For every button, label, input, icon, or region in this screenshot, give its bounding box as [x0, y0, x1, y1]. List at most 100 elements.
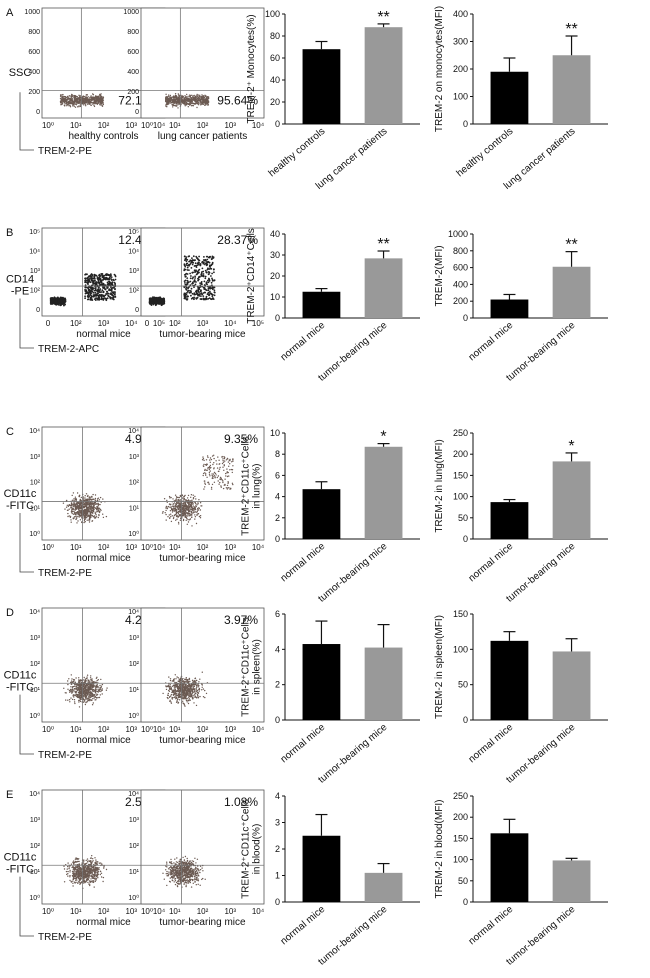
- flow-dot: [194, 262, 197, 265]
- flow-dot: [102, 513, 104, 515]
- flow-dot: [78, 502, 80, 505]
- flow-dot: [73, 101, 75, 103]
- flow-dot: [98, 507, 101, 509]
- flow-dot: [74, 505, 76, 508]
- flow-dot: [192, 509, 194, 512]
- flow-dot: [69, 97, 71, 100]
- flow-dot: [88, 519, 90, 521]
- flow-dot: [73, 511, 76, 513]
- flow-dot: [87, 100, 89, 102]
- flow-dot: [185, 519, 187, 521]
- flow-dot: [70, 100, 72, 102]
- flow-dot: [95, 287, 97, 289]
- flow-dot: [203, 463, 205, 466]
- flow-dot: [207, 96, 209, 98]
- flow-dot: [188, 255, 191, 258]
- flow-dot: [172, 517, 175, 520]
- flow-dot: [69, 106, 72, 108]
- flow-dot: [79, 511, 82, 514]
- flow-plot-label: healthy controls: [68, 131, 138, 142]
- flow-dot: [206, 283, 209, 286]
- flow-dot: [202, 274, 205, 277]
- flow-dot: [184, 502, 187, 504]
- flow-dot: [67, 512, 69, 515]
- flow-dot: [92, 515, 94, 518]
- flow-dot: [203, 288, 206, 290]
- flow-dot: [109, 289, 112, 292]
- flow-dot: [154, 304, 157, 307]
- flow-dot: [193, 511, 195, 513]
- flow-dot: [85, 101, 88, 103]
- flow-dot: [79, 103, 81, 105]
- flow-dot: [228, 487, 230, 489]
- flow-y-tick: 1000: [24, 9, 40, 16]
- flow-dot: [174, 503, 176, 505]
- flow-dot: [73, 701, 76, 703]
- flow-dot: [227, 458, 229, 460]
- flow-dot: [83, 513, 85, 515]
- bar: [552, 461, 591, 539]
- flow-dot: [96, 508, 98, 511]
- flow-dot: [206, 469, 208, 471]
- category-label: normal mice: [467, 320, 516, 364]
- flow-dot: [109, 296, 112, 299]
- flow-dot: [189, 289, 191, 292]
- flow-dot: [190, 514, 192, 516]
- flow-dot: [111, 298, 114, 300]
- significance-mark: *: [380, 429, 386, 446]
- flow-dot: [205, 99, 207, 101]
- y-tick-label: 400: [453, 279, 468, 289]
- flow-y-tick: 10⁵: [128, 229, 139, 236]
- flow-dot: [97, 504, 100, 506]
- flow-dot: [200, 289, 202, 292]
- flow-dot: [57, 303, 60, 306]
- flow-dot: [200, 298, 203, 300]
- flow-dot: [229, 458, 231, 461]
- flow-dot: [85, 97, 88, 99]
- flow-dot: [73, 508, 75, 511]
- flow-dot: [196, 262, 199, 265]
- flow-dot: [187, 521, 190, 523]
- flow-dot: [77, 520, 79, 522]
- flow-dot: [94, 96, 96, 98]
- flow-y-tick: 10³: [129, 454, 140, 461]
- flow-dot: [106, 290, 108, 293]
- flow-dot: [112, 278, 115, 281]
- flow-dot: [206, 101, 208, 104]
- flow-dot: [208, 468, 210, 471]
- flow-dot: [89, 497, 91, 499]
- flow-dot: [225, 459, 228, 461]
- flow-dot: [75, 97, 78, 100]
- flow-dot: [209, 292, 212, 295]
- flow-dot: [166, 98, 168, 101]
- flow-dot: [216, 463, 218, 465]
- flow-dot: [101, 105, 103, 107]
- flow-dot: [175, 105, 178, 107]
- flow-dot: [73, 516, 76, 518]
- flow-dot: [204, 277, 207, 280]
- flow-dot: [94, 497, 97, 500]
- flow-dot: [209, 475, 211, 477]
- flow-dot: [228, 465, 230, 467]
- flow-dot: [67, 96, 69, 98]
- flow-dot: [171, 505, 173, 508]
- flow-dot: [110, 293, 113, 296]
- flow-dot: [76, 96, 79, 98]
- flow-dot: [187, 95, 189, 98]
- flow-dot: [232, 465, 234, 467]
- flow-dot: [61, 101, 64, 104]
- flow-dot: [188, 515, 190, 517]
- flow-dot: [211, 295, 214, 298]
- flow-x-tick: 10⁰: [42, 121, 54, 130]
- flow-dot: [216, 476, 218, 479]
- flow-dot: [175, 498, 177, 500]
- y-axis-label: TREM-2⁺CD11c⁺Cells: [241, 436, 252, 536]
- flow-dot: [216, 467, 219, 469]
- flow-dot: [204, 483, 207, 485]
- flow-dot: [114, 275, 117, 278]
- flow-x-axis-label: TREM-2-PE: [38, 146, 92, 157]
- flow-dot: [213, 462, 215, 464]
- flow-dot: [73, 513, 76, 515]
